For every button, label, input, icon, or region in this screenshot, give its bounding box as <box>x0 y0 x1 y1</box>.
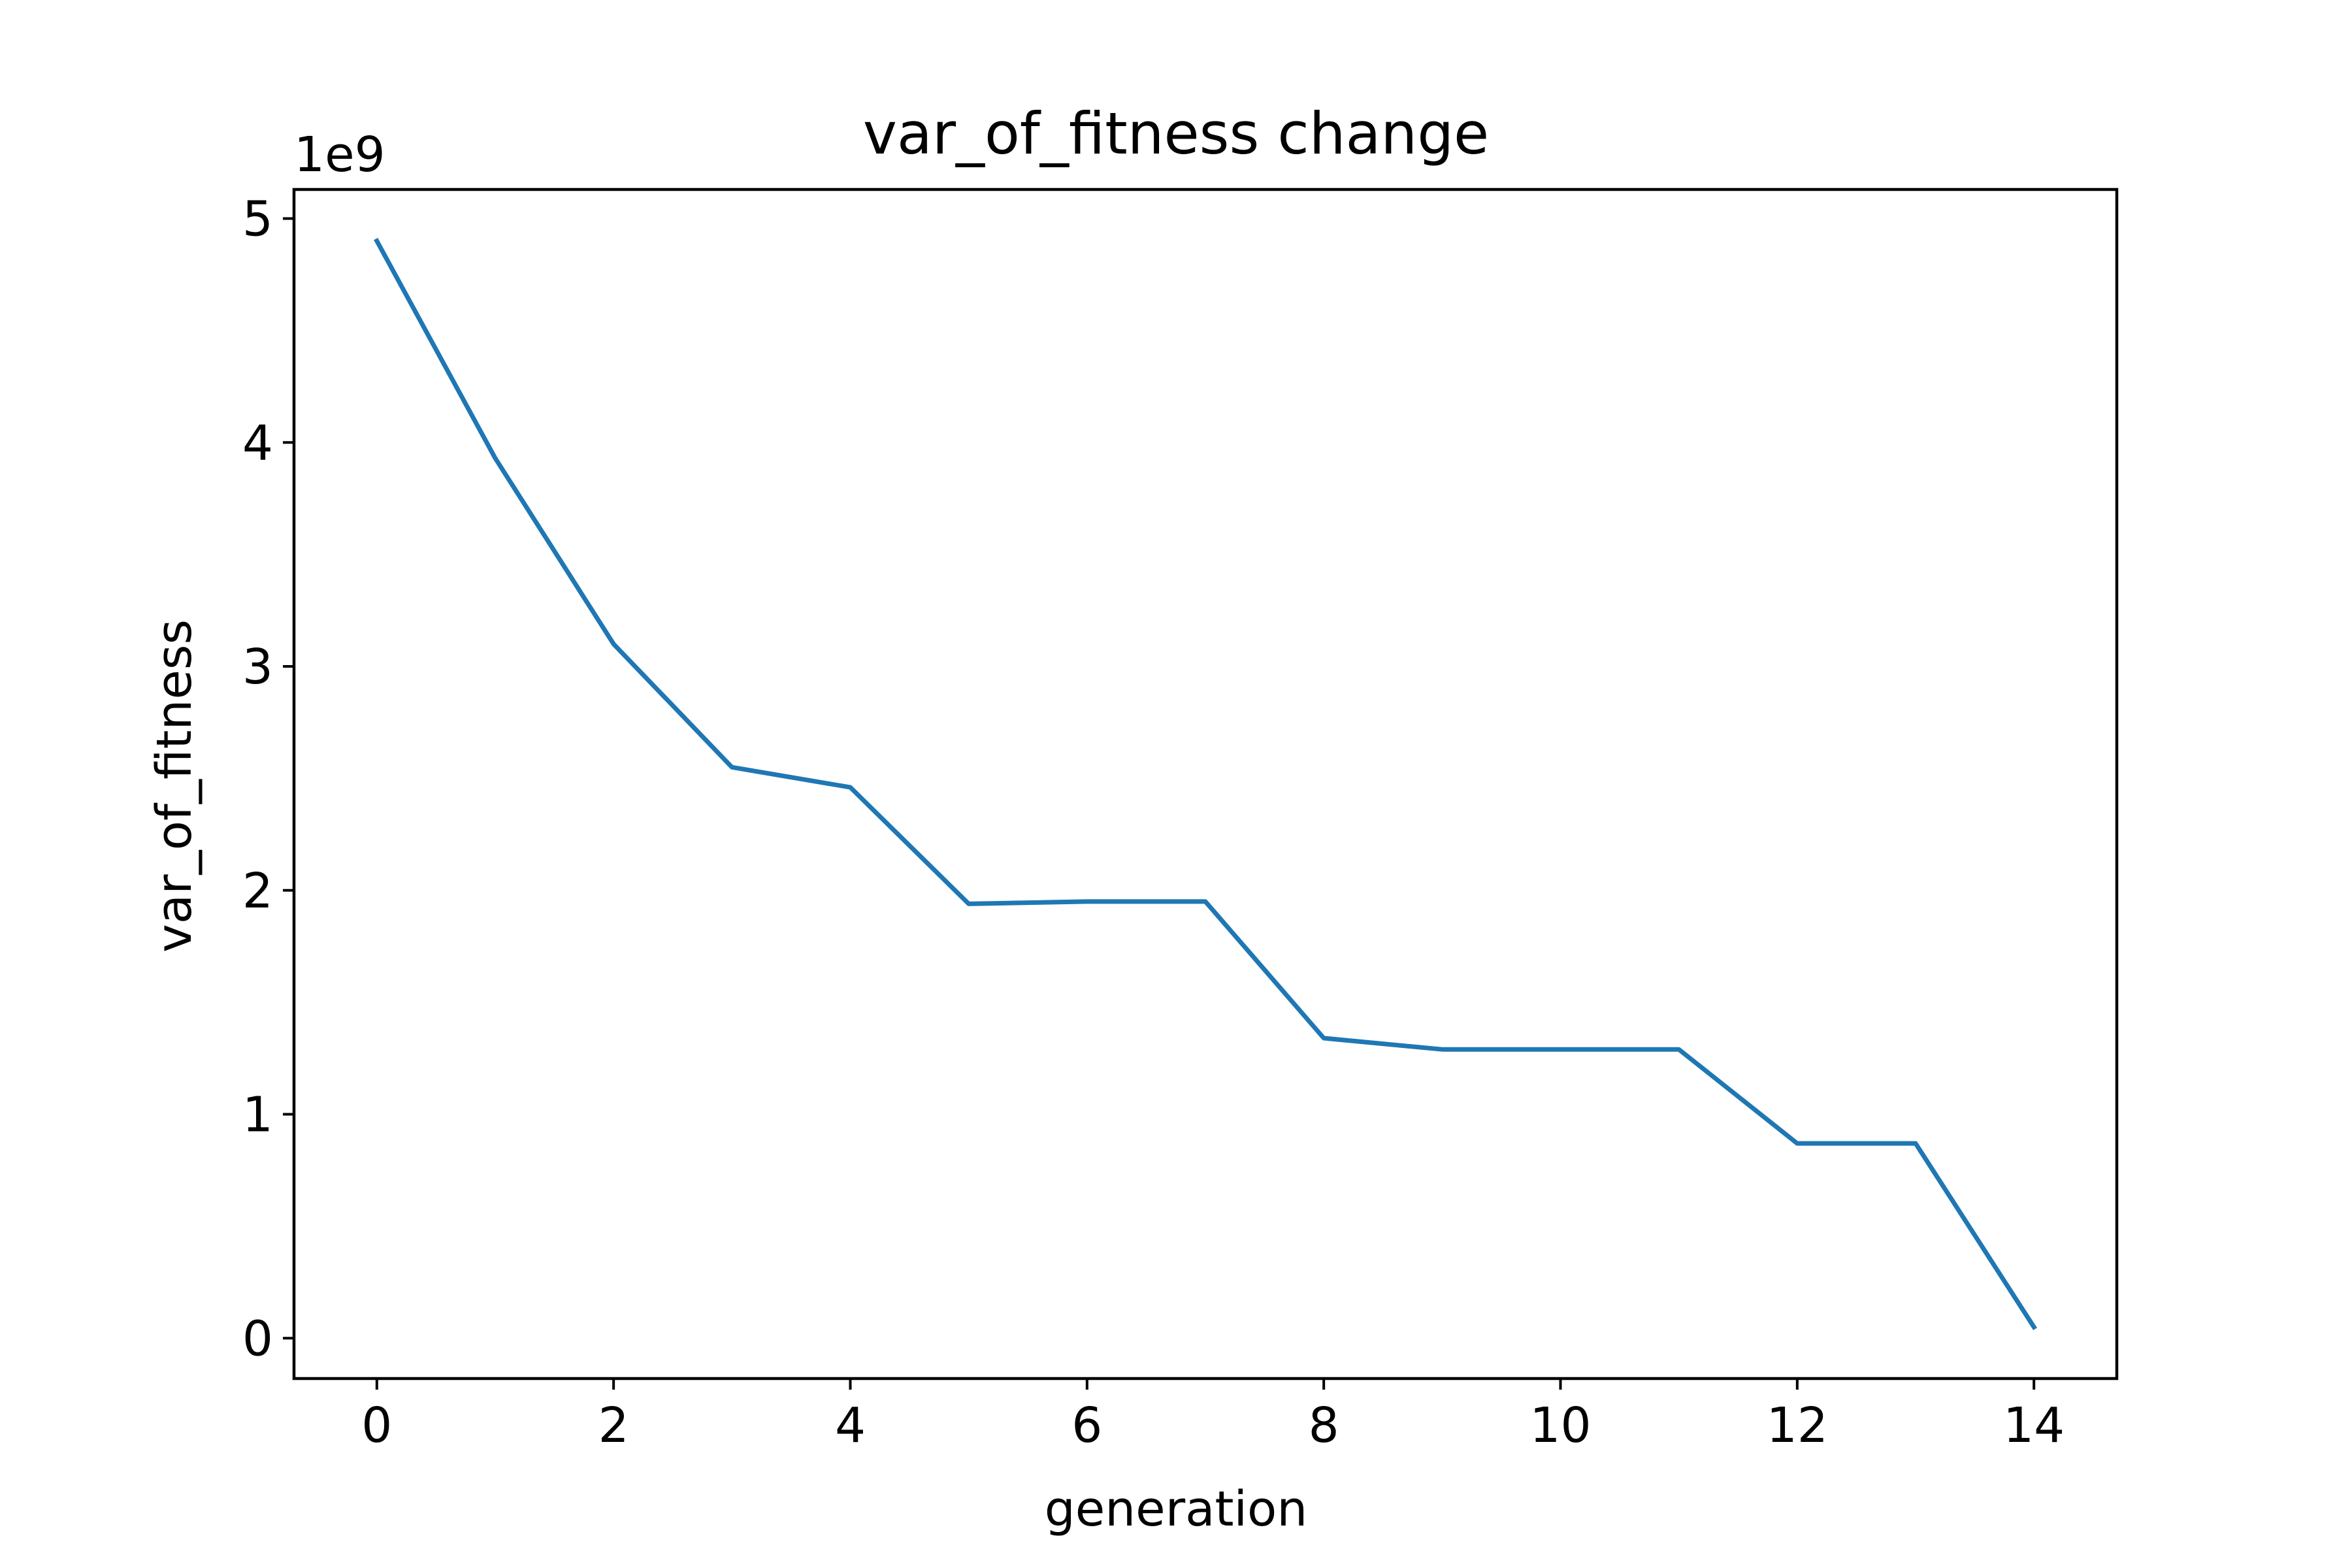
y-tick-label: 3 <box>242 639 273 695</box>
x-tick-label: 0 <box>361 1397 392 1454</box>
x-tick-label: 14 <box>2003 1397 2065 1454</box>
y-tick-label: 5 <box>242 191 273 248</box>
y-axis-label: var_of_fitness <box>146 619 203 953</box>
x-axis: 0 2 4 6 8 10 12 14 <box>361 1379 2065 1454</box>
x-tick-label: 10 <box>1529 1397 1591 1454</box>
x-tick-label: 8 <box>1309 1397 1339 1454</box>
x-tick-label: 4 <box>835 1397 866 1454</box>
y-tick-label: 0 <box>242 1311 273 1367</box>
x-tick-label: 12 <box>1767 1397 1828 1454</box>
chart-title: var_of_fitness change <box>863 100 1489 167</box>
y-tick-label: 2 <box>242 863 273 919</box>
x-tick-label: 2 <box>598 1397 629 1454</box>
series-line <box>374 238 2038 1331</box>
y-tick-label: 4 <box>242 415 273 471</box>
y-axis: 0 1 2 3 4 5 <box>242 191 294 1367</box>
y-axis-offset-label: 1e9 <box>294 127 385 183</box>
plot-series <box>374 238 2038 1331</box>
x-axis-label: generation <box>1045 1481 1307 1537</box>
plot-frame <box>292 188 2119 1380</box>
y-tick-label: 1 <box>242 1087 273 1143</box>
x-tick-label: 6 <box>1071 1397 1102 1454</box>
